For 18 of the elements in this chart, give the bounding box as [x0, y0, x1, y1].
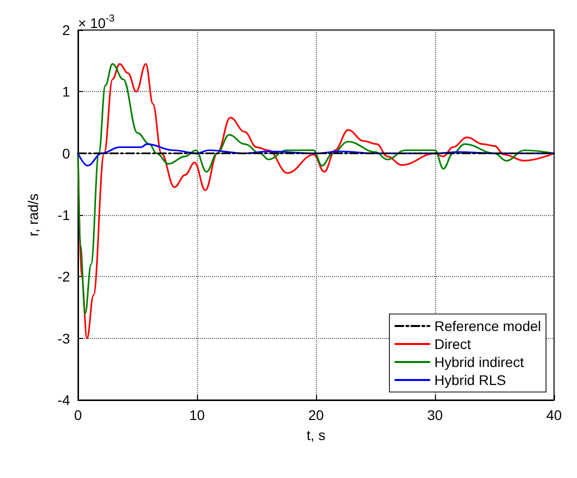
- legend-label: Reference model: [434, 318, 542, 334]
- y-tick-label: 1: [62, 84, 70, 100]
- y-tick-label: -1: [58, 207, 70, 223]
- legend-label: Hybrid indirect: [434, 354, 524, 370]
- y-tick-label: 0: [62, 145, 70, 162]
- x-tick-label: 0: [74, 407, 82, 423]
- x-axis-title: t, s: [306, 427, 326, 443]
- x-tick-label: 30: [427, 407, 443, 423]
- x-tick-label: 20: [308, 407, 324, 423]
- x-tick-label: 40: [546, 407, 562, 423]
- y-axis-title: r, rad/s: [25, 194, 41, 236]
- y-tick-label: -4: [58, 392, 70, 408]
- legend-label: Hybrid RLS: [434, 372, 506, 388]
- y-tick-label: -2: [58, 268, 70, 285]
- legend-label: Direct: [434, 336, 472, 352]
- x-tick-label: 10: [189, 407, 205, 423]
- y-tick-label: 2: [62, 22, 70, 38]
- y-tick-label: -3: [58, 330, 70, 346]
